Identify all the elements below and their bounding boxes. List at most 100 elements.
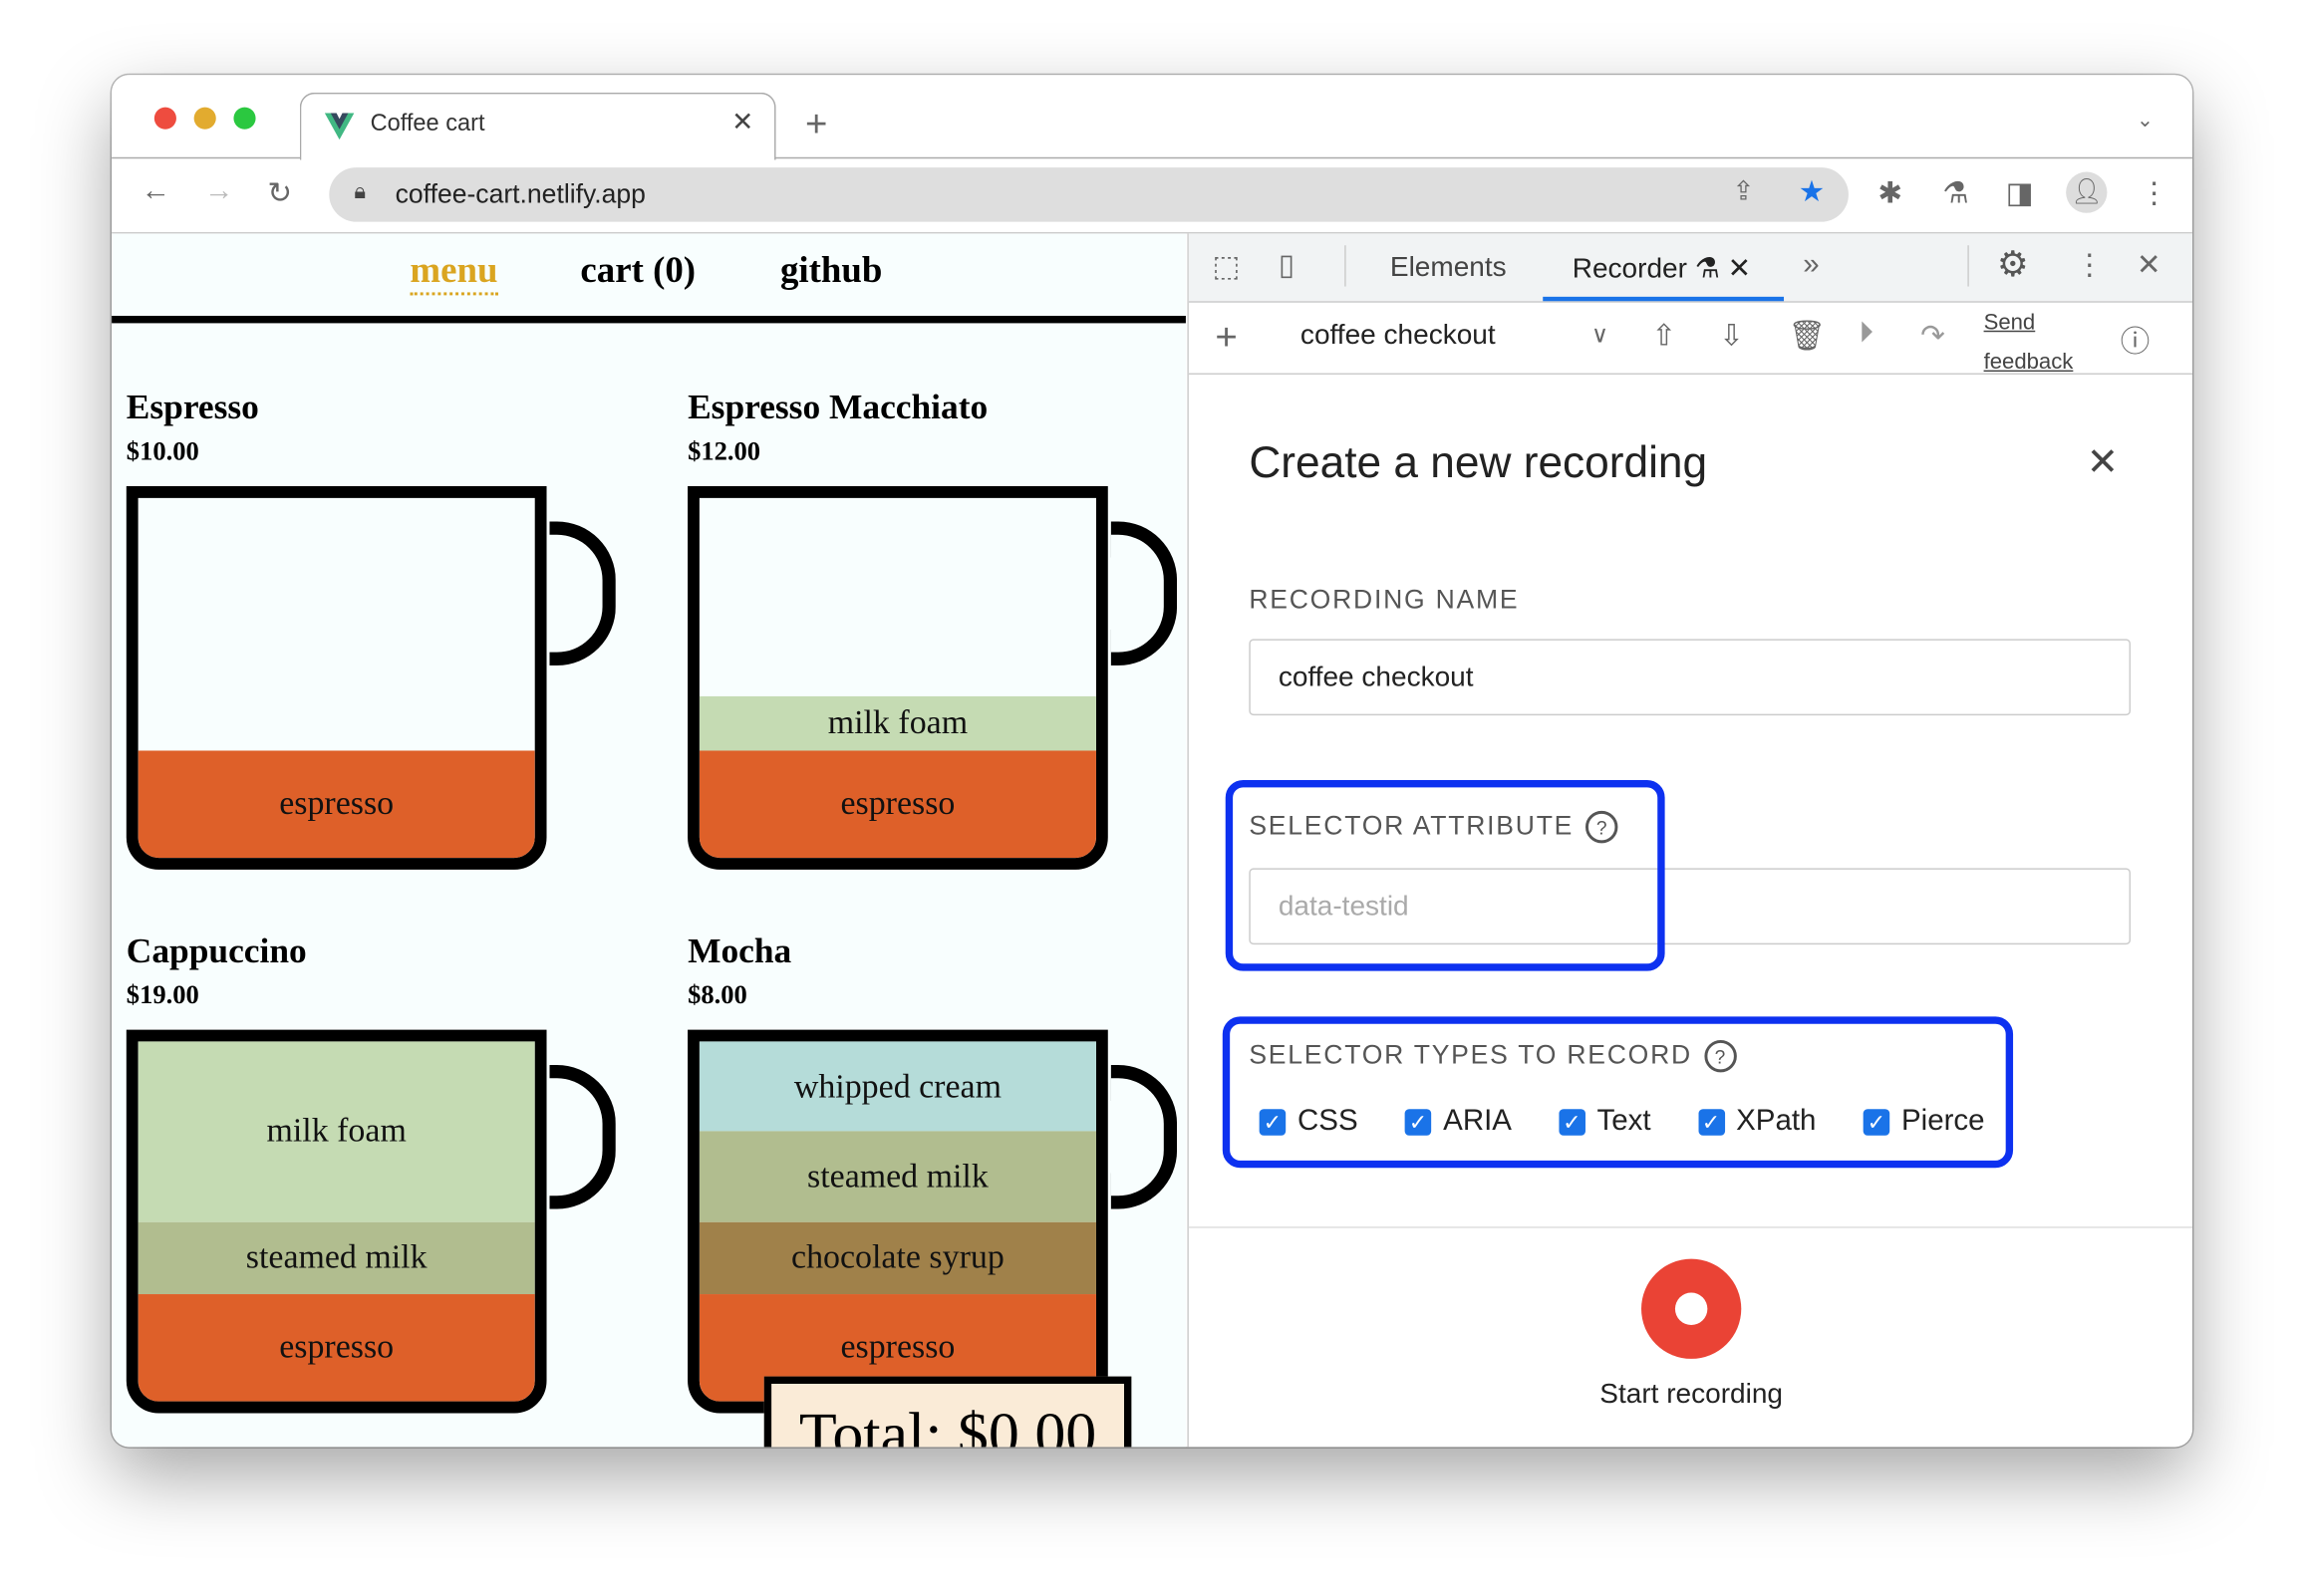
checkbox-checked-icon[interactable]: ✓ <box>1404 1108 1432 1136</box>
checkbox-checked-icon[interactable]: ✓ <box>1863 1108 1890 1136</box>
profile-avatar-icon[interactable]: 👤︎ <box>2066 171 2108 213</box>
browser-menu-icon[interactable]: ⋮ <box>2139 177 2169 210</box>
recording-name-label: RECORDING NAME <box>1249 584 1520 615</box>
product-name: Cappuccino <box>126 932 307 971</box>
cup-layer: espresso <box>138 1293 535 1402</box>
help-icon[interactable]: ? <box>1584 811 1618 844</box>
cup-layer: milk foam <box>138 1041 535 1222</box>
product-name: Espresso <box>126 389 259 428</box>
selector-type-checkbox[interactable]: ✓ CSS <box>1259 1104 1358 1139</box>
minimize-window-button[interactable] <box>193 107 216 130</box>
cup-handle <box>549 1065 616 1209</box>
send-feedback-link[interactable]: Send feedback <box>1984 303 2074 383</box>
close-window-button[interactable] <box>153 107 176 130</box>
vue-logo-icon <box>324 113 355 140</box>
cup-handle <box>1110 521 1178 665</box>
step-over-icon: ↷ <box>1920 320 1945 353</box>
start-recording-label[interactable]: Start recording <box>1599 1379 1784 1411</box>
product-price: $12.00 <box>688 435 761 466</box>
delete-icon[interactable]: 🗑︎ <box>1788 320 1826 353</box>
checkbox-checked-icon[interactable]: ✓ <box>1259 1108 1287 1136</box>
selector-type-checkbox[interactable]: ✓ Text <box>1559 1105 1651 1139</box>
product-cup-3[interactable]: whipped cream steamed milk chocolate syrup… <box>688 1029 1108 1414</box>
checkbox-label: Pierce <box>1900 1104 1985 1138</box>
tab-recorder[interactable]: Recorder ⚗ ✕ <box>1573 253 1751 287</box>
product-cup-2[interactable]: milk foam steamed milk espresso <box>126 1029 547 1414</box>
cart-total-button[interactable]: Total: $0.00 <box>763 1376 1132 1448</box>
recorder-toolbar: + coffee checkout ∨ ⇧ ⇩ 🗑︎ ⏵ ↷ Send feedb… <box>1188 303 2192 375</box>
close-devtools-icon[interactable]: ✕ <box>2136 249 2161 283</box>
help-icon[interactable]: ⓘ <box>2120 326 2151 359</box>
device-toolbar-icon[interactable]: ▯ <box>1278 249 1296 283</box>
share-icon[interactable]: ⇪ <box>1732 175 1755 206</box>
nav-menu-link[interactable]: menu <box>410 251 498 296</box>
checkbox-label: CSS <box>1296 1104 1358 1138</box>
tab-title: Coffee cart <box>370 112 485 137</box>
cup-layer: milk foam <box>699 695 1096 750</box>
selector-type-checkbox[interactable]: ✓ Pierce <box>1863 1104 1985 1139</box>
back-icon[interactable]: ← <box>141 174 171 207</box>
browser-window: Coffee cart ✕ + ⌄ ← → ↻ 🔒︎ coffee-cart.n… <box>112 75 2192 1448</box>
tab-elements[interactable]: Elements <box>1389 252 1507 284</box>
selector-type-checkbox[interactable]: ✓ ARIA <box>1404 1105 1512 1139</box>
more-tabs-icon[interactable]: » <box>1803 248 1820 281</box>
new-tab-icon[interactable]: + <box>805 101 828 145</box>
help-icon[interactable]: ? <box>1703 1040 1737 1073</box>
cup-handle <box>1110 1065 1178 1209</box>
cup-layer: chocolate syrup <box>699 1221 1096 1294</box>
start-recording-button[interactable] <box>1641 1258 1742 1359</box>
checkbox-checked-icon[interactable]: ✓ <box>1697 1108 1725 1136</box>
settings-gear-icon[interactable]: ⚙ <box>1996 245 2029 286</box>
select-chevron-icon[interactable]: ∨ <box>1590 323 1609 349</box>
cup-layer: whipped cream <box>699 1041 1096 1132</box>
cup-layer: steamed milk <box>699 1131 1096 1222</box>
product-price: $8.00 <box>688 979 747 1009</box>
devtools-menu-icon[interactable]: ⋮ <box>2074 249 2105 283</box>
side-panel-icon[interactable]: ◨ <box>2005 177 2034 210</box>
dialog-title: Create a new recording <box>1249 438 1708 488</box>
send-text[interactable]: Send <box>1983 310 2036 336</box>
nav-cart-link[interactable]: cart (0) <box>580 251 697 291</box>
forward-icon: → <box>203 174 234 207</box>
cup-handle <box>549 521 616 665</box>
selector-attribute-text: SELECTOR ATTRIBUTE <box>1249 810 1575 841</box>
close-dialog-icon[interactable]: ✕ <box>2086 438 2119 484</box>
tab-search-chevron-icon[interactable]: ⌄ <box>2136 107 2155 132</box>
product-cup-0[interactable]: espresso <box>126 486 547 870</box>
omnibox[interactable]: 🔒︎ coffee-cart.netlify.app ⇪ ★ <box>329 167 1849 222</box>
product-name: Mocha <box>688 932 792 971</box>
selector-attribute-input[interactable]: data-testid <box>1249 868 2132 945</box>
selector-types-text: SELECTOR TYPES TO RECORD <box>1249 1039 1692 1070</box>
bookmark-star-icon[interactable]: ★ <box>1798 175 1826 209</box>
url-text: coffee-cart.netlify.app <box>395 178 646 209</box>
product-price: $19.00 <box>126 979 199 1009</box>
product-cup-1[interactable]: milk foam espresso <box>688 486 1108 870</box>
browser-tab[interactable]: Coffee cart ✕ <box>299 92 776 160</box>
close-tab-icon[interactable]: ✕ <box>731 107 754 137</box>
tab-recorder-label: Recorder <box>1572 254 1687 286</box>
reload-icon[interactable]: ↻ <box>267 177 293 210</box>
export-icon[interactable]: ⇧ <box>1651 320 1677 353</box>
highlight-box <box>1225 779 1665 971</box>
add-recording-icon[interactable]: + <box>1215 314 1238 359</box>
nav-github-link[interactable]: github <box>779 251 883 291</box>
checkbox-label: XPath <box>1736 1104 1817 1138</box>
feedback-text[interactable]: feedback <box>1983 349 2074 375</box>
cup-layer: espresso <box>138 749 535 859</box>
selector-types-label: SELECTOR TYPES TO RECORD? <box>1249 1039 1737 1073</box>
labs-flask-icon[interactable]: ⚗ <box>1942 177 1969 210</box>
selector-types-group: ✓ CSS ✓ ARIA ✓ Text ✓ XPath ✓ Pierce <box>1259 1104 2032 1139</box>
maximize-window-button[interactable] <box>233 107 256 130</box>
checkbox-checked-icon[interactable]: ✓ <box>1559 1108 1585 1136</box>
inspect-element-icon[interactable]: ⬚ <box>1212 251 1241 284</box>
coffee-cart-page: menu cart (0) github Espresso $10.00 esp… <box>112 233 1186 1448</box>
recording-select[interactable]: coffee checkout <box>1299 320 1496 352</box>
selector-type-checkbox[interactable]: ✓ XPath <box>1697 1104 1817 1139</box>
recording-name-input[interactable]: coffee checkout <box>1249 639 2132 716</box>
product-name: Espresso Macchiato <box>688 389 989 428</box>
close-recorder-tab-icon[interactable]: ✕ <box>1727 254 1752 286</box>
tab-strip: Coffee cart ✕ + ⌄ <box>112 75 2192 160</box>
extensions-icon[interactable]: ✱ <box>1877 177 1903 210</box>
import-icon[interactable]: ⇩ <box>1719 320 1744 353</box>
cup-layer: steamed milk <box>138 1221 535 1294</box>
